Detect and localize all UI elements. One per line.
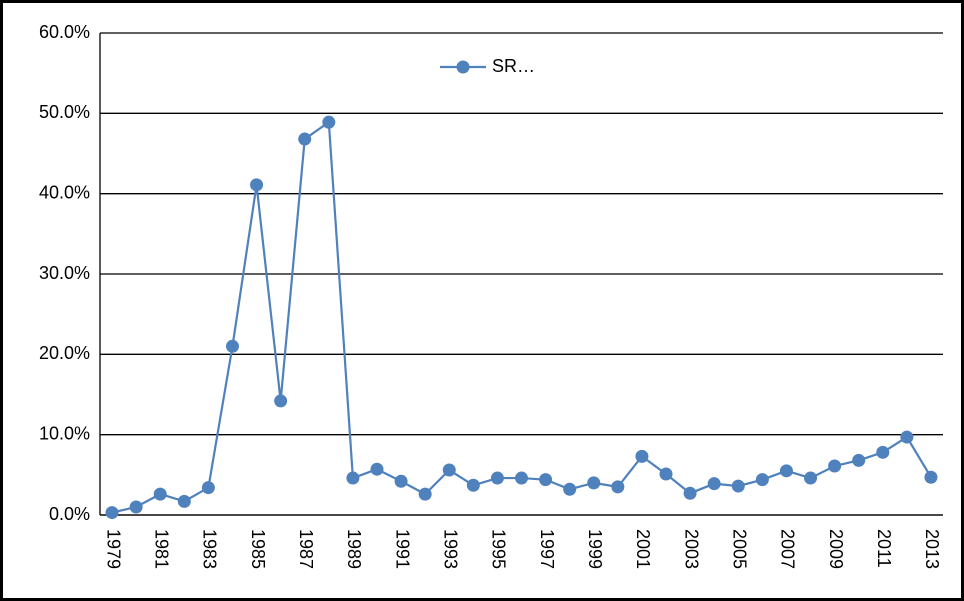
x-tick-label: 1985 xyxy=(248,529,268,569)
data-point xyxy=(274,394,288,408)
data-point xyxy=(298,132,312,146)
data-point xyxy=(490,471,504,485)
y-tick-label: 0.0% xyxy=(49,504,90,524)
data-point xyxy=(466,478,480,492)
data-point xyxy=(418,487,432,501)
data-point xyxy=(900,430,914,444)
data-point xyxy=(394,474,408,488)
data-point xyxy=(201,481,215,495)
data-point xyxy=(659,467,673,481)
data-point xyxy=(177,494,191,508)
data-point xyxy=(804,471,818,485)
x-tick-label: 2013 xyxy=(922,529,942,569)
data-point xyxy=(611,480,625,494)
data-point xyxy=(635,449,649,463)
x-tick-label: 2001 xyxy=(633,529,653,569)
data-point xyxy=(370,462,384,476)
x-tick-label: 1979 xyxy=(103,529,123,569)
legend-label: SR… xyxy=(492,56,535,76)
data-point xyxy=(322,115,336,129)
data-point xyxy=(731,479,745,493)
x-tick-label: 1981 xyxy=(151,529,171,569)
y-tick-label: 20.0% xyxy=(39,343,90,363)
x-tick-label: 2005 xyxy=(730,529,750,569)
data-point xyxy=(105,506,119,520)
data-point xyxy=(346,471,360,485)
data-point xyxy=(852,453,866,467)
data-point xyxy=(924,470,938,484)
data-point xyxy=(250,178,264,192)
y-tick-label: 50.0% xyxy=(39,102,90,122)
x-tick-label: 1989 xyxy=(344,529,364,569)
data-point xyxy=(683,486,697,500)
data-point xyxy=(587,476,601,490)
x-tick-label: 2009 xyxy=(826,529,846,569)
data-point xyxy=(442,463,456,477)
x-tick-label: 2003 xyxy=(681,529,701,569)
y-tick-label: 40.0% xyxy=(39,182,90,202)
x-tick-label: 1999 xyxy=(585,529,605,569)
x-tick-label: 1983 xyxy=(200,529,220,569)
data-point xyxy=(828,459,842,473)
data-point xyxy=(153,487,167,501)
legend-marker xyxy=(456,60,470,74)
y-tick-label: 10.0% xyxy=(39,423,90,443)
x-tick-label: 2011 xyxy=(874,529,894,568)
data-point xyxy=(515,471,528,485)
y-tick-label: 60.0% xyxy=(39,22,90,42)
x-tick-label: 1997 xyxy=(537,529,557,569)
data-point xyxy=(755,473,769,487)
x-tick-label: 2007 xyxy=(778,529,798,569)
x-tick-label: 1995 xyxy=(489,529,509,569)
data-point xyxy=(129,500,143,514)
data-point xyxy=(779,464,793,478)
data-point xyxy=(876,445,890,459)
data-point xyxy=(225,339,239,353)
data-point xyxy=(707,477,721,491)
data-point xyxy=(563,482,577,496)
y-tick-label: 30.0% xyxy=(39,263,90,283)
data-point xyxy=(539,473,553,487)
x-tick-label: 1991 xyxy=(392,529,412,569)
x-tick-label: 1993 xyxy=(440,529,460,569)
x-tick-label: 1987 xyxy=(296,529,316,569)
